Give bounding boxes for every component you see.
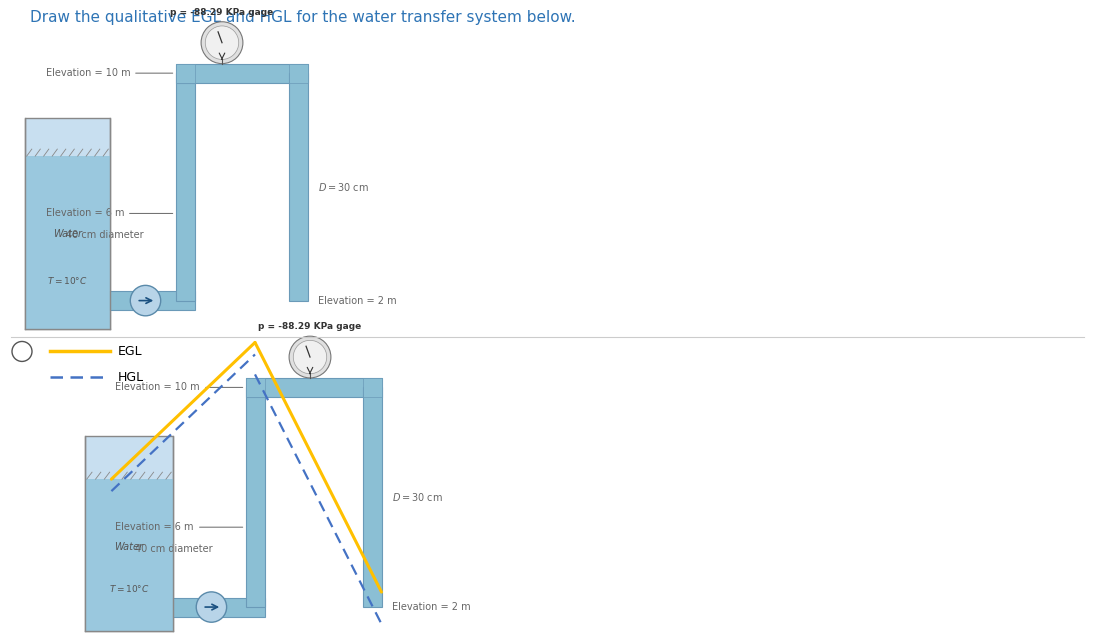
Circle shape [196,592,227,622]
Text: Elevation = 2 m: Elevation = 2 m [318,296,396,305]
Text: 40 cm diameter: 40 cm diameter [136,544,214,554]
Text: p = -88.29 KPa gage: p = -88.29 KPa gage [258,322,361,331]
Bar [245,378,265,397]
Circle shape [293,341,326,374]
Bar [85,436,173,631]
Bar [245,378,381,397]
Circle shape [205,26,239,59]
Text: HGL: HGL [118,371,145,384]
Bar [85,479,173,631]
Text: $T = 10°C$: $T = 10°C$ [47,275,88,286]
Text: Elevation = 10 m: Elevation = 10 m [115,382,243,392]
Bar [288,64,308,82]
Bar [175,73,195,300]
Bar [173,597,265,617]
Text: p = -88.29 KPa gage: p = -88.29 KPa gage [171,8,274,17]
Text: $D = 30$ cm: $D = 30$ cm [392,491,442,504]
Bar [362,378,381,397]
Text: EGL: EGL [118,345,142,358]
Text: Elevation = 6 m: Elevation = 6 m [46,208,173,219]
Bar [25,156,110,328]
Text: Elevation = 2 m: Elevation = 2 m [392,602,470,612]
Text: Water: Water [53,229,82,239]
Text: Draw the qualitative EGL and HGL for the water transfer system below.: Draw the qualitative EGL and HGL for the… [30,10,576,25]
Circle shape [289,336,331,378]
Text: Elevation = 6 m: Elevation = 6 m [115,522,243,532]
Bar [245,387,265,607]
Text: $D = 30$ cm: $D = 30$ cm [318,181,369,193]
Bar [25,118,110,328]
Bar [288,73,308,300]
Bar [362,387,381,607]
Text: 40 cm diameter: 40 cm diameter [66,231,143,240]
Circle shape [201,22,243,64]
Text: Water: Water [115,543,143,553]
Text: $T = 10°C$: $T = 10°C$ [108,583,149,594]
Text: Elevation = 10 m: Elevation = 10 m [46,68,173,78]
Bar [175,64,308,82]
Circle shape [12,341,32,362]
Circle shape [130,286,161,316]
Bar [175,64,195,82]
Bar [110,291,195,310]
